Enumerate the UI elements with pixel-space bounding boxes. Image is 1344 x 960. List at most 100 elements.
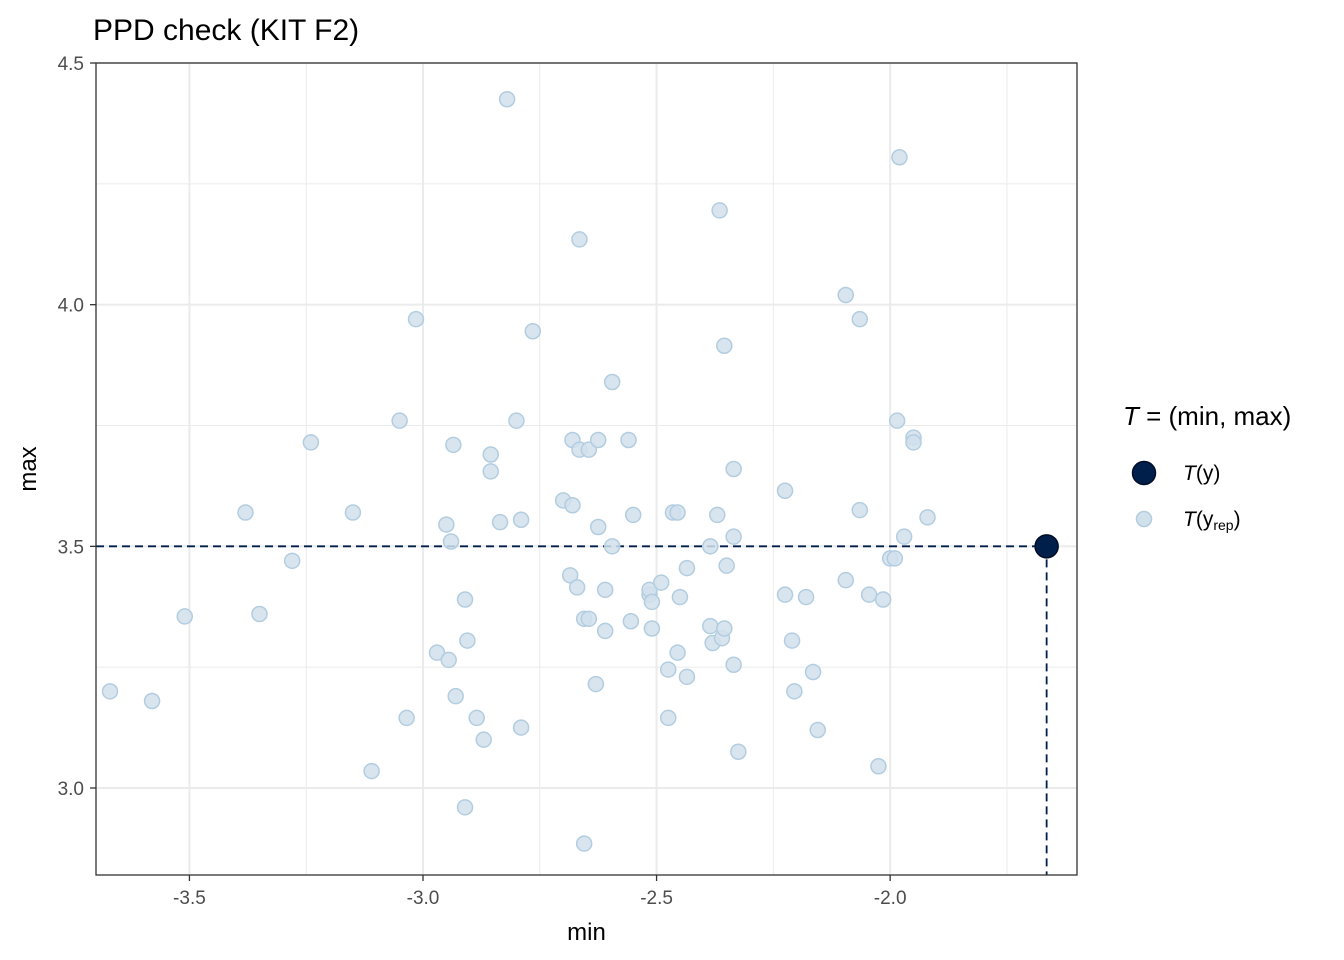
replicated-point: [776, 586, 794, 603]
replicated-point: [589, 431, 607, 449]
replicated-point: [596, 581, 614, 599]
replicated-point: [391, 412, 408, 429]
replicated-point: [459, 632, 476, 649]
legend-title-italic: T: [1123, 401, 1141, 431]
replicated-point: [561, 567, 579, 584]
observed-point-group: [1034, 534, 1059, 559]
replicated-point: [251, 605, 268, 623]
replicated-point: [895, 528, 913, 545]
replicated-point: [643, 593, 661, 611]
x-tick-label: -2.0: [874, 888, 907, 909]
replicated-point: [176, 608, 194, 625]
replicated-point: [456, 799, 474, 816]
replicated-point: [512, 719, 530, 736]
replicated-point: [797, 588, 815, 606]
replicated-point: [237, 504, 254, 521]
replicated-point: [575, 835, 593, 852]
legend-observed-rest: (y): [1196, 462, 1221, 485]
replicated-point: [428, 644, 446, 661]
x-axis-ticks: -3.5 -3.0 -2.5 -2.0: [173, 875, 907, 909]
legend-title-rest: = (min, max): [1139, 401, 1291, 431]
replicated-point: [730, 743, 747, 760]
legend-replicated-rest: (y: [1196, 508, 1214, 531]
replicated-point: [870, 758, 887, 775]
x-tick-label: -2.5: [640, 888, 673, 909]
replicated-point: [512, 511, 530, 528]
replicated-point: [587, 675, 605, 693]
legend-title: T = (min, max): [1123, 401, 1291, 431]
replicated-point: [508, 412, 525, 429]
replicated-point: [702, 617, 719, 635]
replicated-point: [568, 579, 586, 596]
replicated-point: [589, 518, 607, 536]
replicated-point: [669, 644, 686, 661]
replicated-point: [491, 513, 509, 531]
replicated-point: [886, 550, 904, 567]
replicated-point: [596, 622, 614, 640]
replicated-point: [669, 504, 686, 521]
legend-replicated-sub: rep: [1213, 517, 1233, 533]
replicated-point: [475, 731, 492, 748]
replicated-point: [498, 91, 516, 108]
replicated-point: [725, 656, 742, 673]
replicated-point: [660, 661, 677, 678]
replicated-point: [716, 337, 733, 354]
y-tick-label: 4.0: [58, 296, 84, 317]
replicated-point: [776, 482, 794, 499]
replicated-point: [725, 460, 742, 478]
replicated-point: [363, 762, 380, 780]
replicated-point: [407, 310, 425, 328]
legend-replicated-marker: [1135, 510, 1153, 528]
replicated-point: [804, 663, 822, 681]
y-tick-label: 4.5: [58, 54, 84, 75]
replicated-point: [445, 436, 462, 454]
replicated-point: [344, 504, 362, 521]
legend: T = (min, max) T(y) T(yrep): [1123, 401, 1291, 533]
replicated-point: [456, 591, 474, 608]
replicated-point: [786, 683, 803, 700]
replicated-point: [709, 506, 726, 524]
replicated-point: [398, 709, 415, 727]
replicated-point: [837, 571, 855, 589]
replicated-point: [718, 557, 735, 574]
x-axis-title: min: [567, 919, 606, 946]
replicated-point: [678, 668, 696, 686]
replicated-point: [622, 613, 640, 630]
replicated-point: [678, 559, 696, 577]
legend-observed-italic: T: [1183, 462, 1198, 485]
replicated-point: [440, 651, 457, 669]
replicated-point: [442, 533, 460, 550]
legend-replicated-label: T(yrep): [1183, 508, 1241, 533]
legend-replicated-italic: T: [1183, 508, 1198, 531]
replicated-point: [524, 323, 542, 340]
chart-title: PPD check (KIT F2): [93, 14, 359, 47]
replicated-point: [603, 373, 621, 391]
replicated-point: [888, 412, 906, 429]
replicated-point: [725, 528, 742, 545]
replicated-point: [671, 588, 689, 606]
replicated-point: [624, 506, 642, 524]
x-tick-label: -3.5: [173, 888, 206, 909]
replicated-point: [143, 692, 161, 710]
legend-observed-label: T(y): [1183, 462, 1220, 485]
replicated-point: [905, 434, 922, 451]
replicated-point: [837, 286, 855, 304]
replicated-point: [851, 310, 869, 328]
replicated-points: [101, 91, 936, 852]
replicated-point: [783, 632, 801, 649]
replicated-point: [660, 709, 677, 727]
replicated-point: [874, 591, 892, 608]
replicated-point: [482, 463, 499, 480]
legend-observed-marker: [1131, 460, 1157, 486]
replicated-point: [482, 446, 499, 463]
y-tick-label: 3.5: [58, 537, 84, 558]
replicated-point: [438, 516, 455, 533]
replicated-point: [652, 574, 670, 591]
replicated-point: [851, 501, 869, 519]
legend-replicated-close: ): [1234, 508, 1241, 531]
observed-point: [1034, 534, 1059, 559]
plot-panel: [96, 63, 1077, 875]
replicated-point: [447, 687, 464, 705]
x-tick-label: -3.0: [407, 888, 440, 909]
